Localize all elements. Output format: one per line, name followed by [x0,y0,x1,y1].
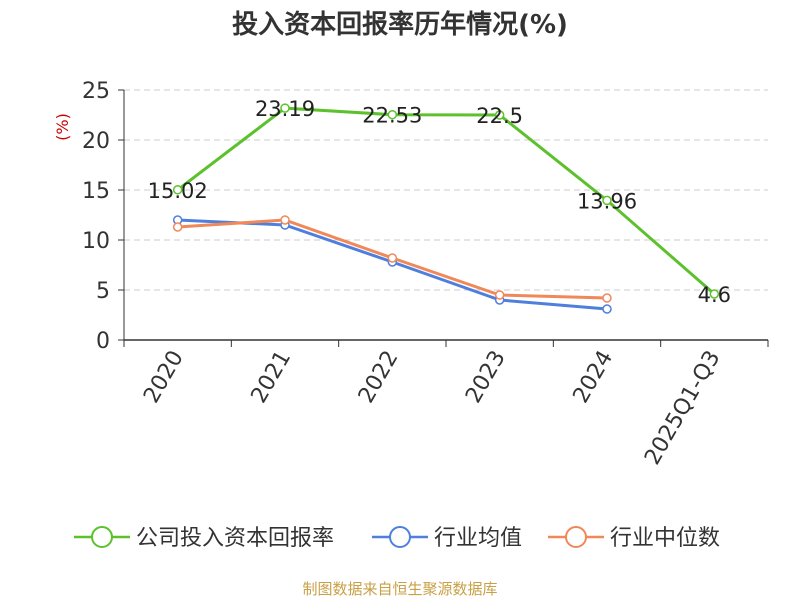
data-label: 4.6 [698,283,731,307]
label-layer: 15.02 23.19 22.53 22.5 13.96 4.6 [148,97,731,307]
legend-label: 公司投入资本回报率 [136,526,334,551]
data-label: 22.53 [362,104,422,128]
legend-item-1: 行业均值 [372,526,522,551]
legend-label: 行业均值 [434,526,522,551]
data-point-0 [387,109,398,120]
x-tick-label: 2022 [354,347,404,408]
x-tick-label: 2020 [139,347,189,408]
data-point-0 [602,195,612,206]
legend-layer: 公司投入资本回报率 行业均值 行业中位数 [74,526,720,551]
data-point-2 [602,293,612,303]
data-label: 23.19 [255,97,315,121]
legend-item-2: 行业中位数 [548,526,720,551]
data-point-2 [172,222,183,232]
y-axis-unit-label: (%) [53,113,72,141]
y-tick-label: 25 [82,79,110,104]
legend-label: 行业中位数 [610,526,720,551]
y-tick-label: 5 [96,279,110,304]
data-label: 15.02 [148,179,208,203]
legend-marker-icon [389,526,411,548]
y-tick-label: 0 [96,329,110,354]
y-tick-label: 20 [82,129,110,154]
data-point-2 [387,253,398,263]
data-label: 22.5 [476,104,523,128]
data-point-0 [172,185,183,195]
x-tick-label: 2024 [569,347,619,408]
y-tick-label: 10 [82,229,110,254]
data-point-1 [602,304,612,314]
data-point-0 [494,110,505,120]
y-tick-label: 15 [82,179,110,204]
x-tick-label: 2021 [247,347,297,408]
page-title: 投入资本回报率历年情况(%) [232,10,568,40]
x-tick-label: 2023 [461,347,511,408]
source-note: 制图数据来自恒生聚源数据库 [302,580,498,598]
data-point-0 [709,289,720,299]
series-layer [172,103,720,314]
legend-marker-icon [91,526,113,548]
data-point-2 [494,290,505,300]
axis-layer: 0 5 10 15 20 25 (%) 2020 2021 2022 2023 2024 2025Q1-… [53,79,769,470]
data-point-0 [280,103,290,113]
series-line-0 [176,106,716,296]
legend-item-0: 公司投入资本回报率 [74,526,334,551]
data-point-2 [280,215,290,225]
data-label: 13.96 [577,189,637,213]
x-tick-label: 2025Q1-Q3 [640,347,725,470]
grid-layer [124,89,768,291]
legend-marker-icon [565,526,587,548]
